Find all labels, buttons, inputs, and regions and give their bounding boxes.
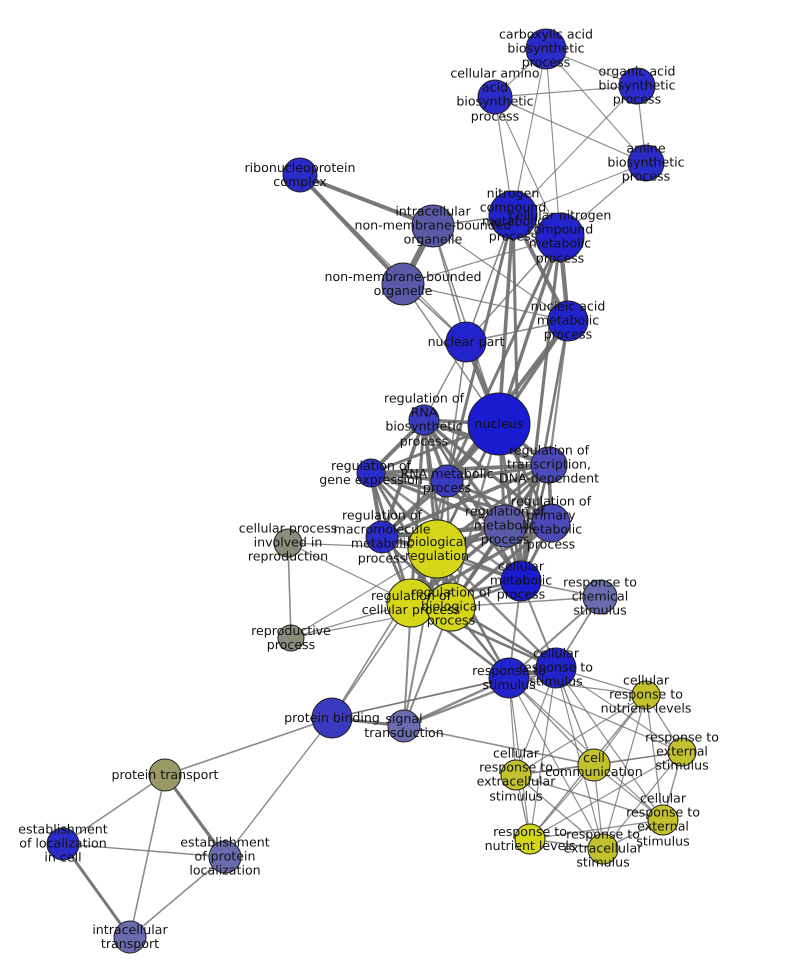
graph-edge <box>402 283 569 322</box>
graph-node[interactable] <box>148 758 182 792</box>
graph-node[interactable] <box>535 647 577 689</box>
graph-edge <box>369 463 551 475</box>
graph-edge <box>369 471 507 528</box>
graph-edge <box>508 677 683 753</box>
graph-edge <box>61 842 132 939</box>
graph-node[interactable] <box>407 519 467 579</box>
graph-edge <box>508 677 664 821</box>
graph-edge <box>512 48 547 216</box>
graph-edge <box>422 418 553 525</box>
graph-node[interactable] <box>387 709 421 743</box>
graph-edge <box>545 48 561 238</box>
graph-node[interactable] <box>445 321 487 363</box>
graph-node[interactable] <box>311 697 353 739</box>
graph-node[interactable] <box>365 520 399 554</box>
graph-edge <box>515 694 647 776</box>
graph-edge <box>508 677 604 850</box>
graph-edge <box>494 96 561 238</box>
graph-edge <box>380 418 426 539</box>
graph-edge <box>547 319 570 467</box>
graph-edge <box>403 548 438 727</box>
graph-edge <box>508 677 647 696</box>
graph-node[interactable] <box>208 840 242 874</box>
graph-node[interactable] <box>488 190 538 240</box>
graph-node[interactable] <box>582 579 618 615</box>
graph-edge <box>508 677 531 840</box>
graph-node[interactable] <box>627 144 665 182</box>
graph-edge <box>450 596 601 608</box>
graph-node[interactable] <box>618 67 656 105</box>
graph-edge <box>545 48 647 164</box>
graph-edge <box>645 694 664 821</box>
graph-edge <box>129 856 226 938</box>
graph-edge <box>432 225 569 322</box>
graph-edge <box>602 751 683 850</box>
graph-edge <box>445 235 562 483</box>
graph-node[interactable] <box>467 392 531 456</box>
graph-edge <box>529 819 664 840</box>
graph-node[interactable] <box>535 212 585 262</box>
graph-node[interactable] <box>277 624 305 652</box>
graph-node[interactable] <box>647 804 679 836</box>
graph-edge <box>298 173 405 286</box>
graph-node[interactable] <box>426 582 476 632</box>
graph-node[interactable] <box>477 79 513 115</box>
graph-edge <box>515 774 604 850</box>
graph-node[interactable] <box>411 204 455 248</box>
graph-edge <box>298 173 435 228</box>
graph-node[interactable] <box>547 300 589 342</box>
graph-node[interactable] <box>530 446 568 484</box>
graph-edge <box>494 96 647 164</box>
graph-node[interactable] <box>430 464 464 498</box>
graph-node[interactable] <box>483 504 527 548</box>
graph-node[interactable] <box>531 503 571 543</box>
graph-edge <box>494 85 638 98</box>
graph-edge <box>62 843 226 858</box>
graph-node[interactable] <box>381 262 425 306</box>
graph-edge <box>380 463 551 539</box>
graph-edge <box>512 85 638 216</box>
graph-edge <box>529 751 683 840</box>
graph-node[interactable] <box>488 657 530 699</box>
graph-edge <box>287 542 292 639</box>
graph-edge <box>163 773 227 859</box>
graph-edge <box>402 666 558 728</box>
graph-edge <box>224 717 333 858</box>
node-layer <box>46 28 697 954</box>
graph-edge <box>299 174 467 343</box>
graph-node[interactable] <box>408 404 440 436</box>
graph-edge <box>164 717 333 776</box>
graph-node[interactable] <box>356 458 386 488</box>
edge-layer <box>61 48 683 939</box>
graph-node[interactable] <box>500 759 532 791</box>
graph-node[interactable] <box>273 528 303 558</box>
graph-edge <box>497 213 515 426</box>
graph-node[interactable] <box>514 823 546 855</box>
graph-node[interactable] <box>113 920 147 954</box>
graph-edge <box>602 694 647 850</box>
graph-node[interactable] <box>46 827 80 861</box>
graph-node[interactable] <box>282 157 318 193</box>
graph-node[interactable] <box>500 560 542 602</box>
graph-edge <box>497 235 562 426</box>
graph-node[interactable] <box>577 748 611 782</box>
graph-node[interactable] <box>587 833 619 865</box>
graph-edge <box>446 341 467 482</box>
graph-node[interactable] <box>667 737 697 767</box>
graph-node[interactable] <box>525 28 567 70</box>
graph-edge <box>529 667 557 840</box>
graph-edge <box>62 774 166 845</box>
graph-edge <box>403 725 595 766</box>
graph-edge <box>555 667 683 753</box>
graph-edge <box>409 418 426 605</box>
graph-node[interactable] <box>631 680 661 710</box>
graph-edge <box>515 774 664 821</box>
graph-edge <box>129 774 166 938</box>
graph-edge <box>331 548 438 719</box>
